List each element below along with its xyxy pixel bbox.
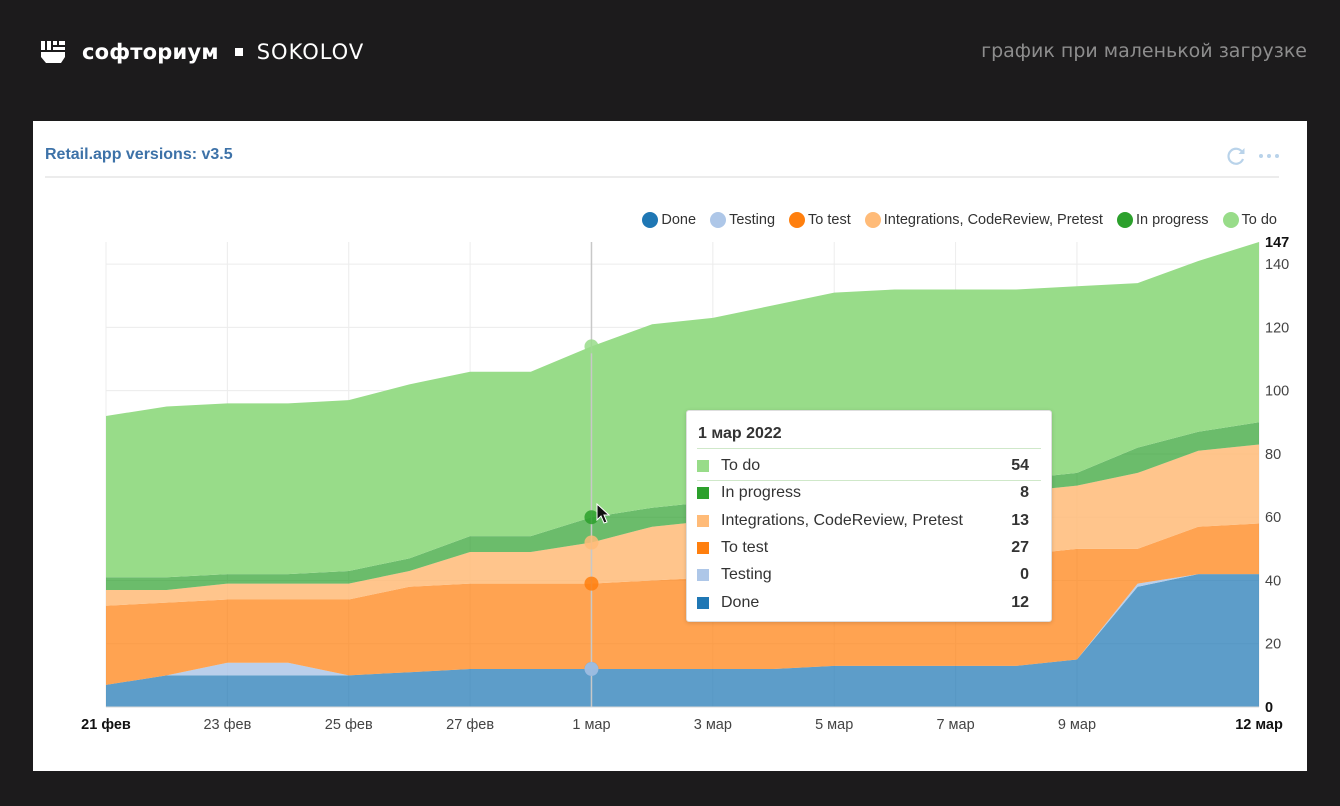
brand-separator — [234, 48, 243, 56]
tooltip-row: Integrations, CodeReview, Pretest 13 — [697, 508, 1029, 534]
tooltip-label: Done — [721, 593, 760, 611]
legend-item[interactable]: To test — [789, 212, 851, 228]
slide-subtitle: график при маленькой загрузке — [981, 40, 1307, 62]
tooltip-value: 27 — [1011, 538, 1029, 556]
y-tick-label: 120 — [1265, 320, 1289, 336]
legend-label: To do — [1241, 212, 1277, 228]
area-to-do[interactable] — [106, 242, 1259, 578]
tooltip-title: 1 мар 2022 — [698, 425, 782, 442]
tooltip-row: Done 12 — [697, 590, 1029, 616]
x-tick-label: 23 фев — [203, 717, 251, 733]
chart-legend: Done Testing To test Integrations, CodeRevi… — [642, 212, 1277, 228]
legend-swatch — [710, 212, 727, 228]
y-tick-label: 140 — [1265, 257, 1289, 273]
legend-label: In progress — [1135, 212, 1209, 228]
tooltip-swatch — [697, 460, 709, 472]
tooltip-swatch — [697, 569, 709, 582]
chart-tooltip: 1 мар 2022 To do 54 In progress 8 Integratio… — [686, 410, 1052, 622]
tooltip-label: Testing — [721, 566, 772, 584]
chart-widget: Retail.app versions: v3.5 Done Testing To … — [33, 121, 1307, 771]
legend-item[interactable]: Testing — [710, 212, 775, 228]
x-tick-label: 1 мар — [572, 717, 610, 733]
tooltip-swatch — [697, 541, 709, 554]
refresh-icon[interactable] — [1225, 145, 1247, 167]
tooltip-label: Integrations, CodeReview, Pretest — [721, 511, 963, 529]
legend-label: Done — [661, 212, 697, 228]
y-tick-label: 100 — [1265, 384, 1289, 400]
fist-icon — [41, 41, 65, 63]
legend-swatch — [1116, 212, 1133, 228]
legend-swatch — [864, 212, 881, 228]
brand-header: софториум SOKOLOV — [40, 38, 364, 66]
tooltip-value: 13 — [1011, 511, 1029, 529]
legend-item[interactable]: Done — [642, 212, 696, 228]
legend-swatch — [642, 212, 659, 228]
more-dots-icon[interactable] — [1257, 145, 1281, 167]
y-tick-label: 80 — [1265, 447, 1281, 463]
tooltip-label: In progress — [721, 484, 802, 502]
x-tick-label: 5 мар — [815, 717, 853, 733]
area-in-progress[interactable] — [106, 422, 1259, 590]
tooltip-row: Testing 0 — [697, 562, 1029, 588]
y-tick-label: 0 — [1265, 700, 1273, 716]
tooltip-row: In progress 8 — [697, 480, 1029, 506]
tooltip-swatch — [697, 514, 709, 527]
x-tick-label: 21 фев — [81, 717, 131, 733]
legend-swatch — [1222, 212, 1239, 228]
widget-title[interactable]: Retail.app versions: v3.5 — [45, 146, 233, 163]
tooltip-value: 8 — [1020, 484, 1029, 502]
y-tick-label: 20 — [1265, 637, 1281, 653]
x-tick-label: 9 мар — [1058, 717, 1096, 733]
tooltip-value: 54 — [1011, 457, 1029, 474]
tooltip-divider — [697, 448, 1041, 449]
mouse-pointer-icon — [596, 503, 611, 524]
hover-marker — [584, 510, 599, 525]
legend-item[interactable]: In progress — [1116, 212, 1209, 228]
tooltip-row: To test 27 — [697, 535, 1029, 561]
area-testing[interactable] — [106, 574, 1259, 685]
tooltip-label: To test — [721, 538, 769, 556]
x-tick-label: 7 мар — [936, 717, 974, 733]
tooltip-divider — [697, 480, 1041, 481]
hover-marker — [584, 576, 599, 591]
x-tick-label: 12 мар — [1235, 717, 1283, 733]
title-divider — [45, 176, 1279, 178]
area-done[interactable] — [106, 574, 1259, 707]
tooltip-swatch — [697, 487, 709, 500]
y-tick-label: 40 — [1265, 573, 1281, 589]
brand-name: софториум — [82, 40, 219, 64]
x-tick-label: 27 фев — [446, 717, 494, 733]
x-tick-label: 25 фев — [325, 717, 373, 733]
tooltip-value: 0 — [1020, 566, 1029, 584]
legend-label: Integrations, CodeReview, Pretest — [883, 212, 1103, 228]
tooltip-swatch — [697, 596, 709, 609]
legend-item[interactable]: To do — [1222, 212, 1277, 228]
hover-marker — [584, 662, 599, 677]
area-integrations-codereview-pretest[interactable] — [106, 444, 1259, 606]
legend-label: To test — [808, 212, 851, 228]
tooltip-row: To do 54 — [697, 453, 1029, 479]
hover-marker — [584, 535, 599, 550]
legend-label: Testing — [729, 212, 776, 228]
y-max-label: 147 — [1265, 235, 1289, 251]
stacked-area-chart: 21 фев 23 фев 25 фев 27 фев 1 мар 3 мар 5 мар 7… — [81, 235, 1289, 733]
partner-name: SOKOLOV — [256, 40, 365, 64]
tooltip-label: To do — [721, 457, 761, 474]
y-tick-label: 60 — [1265, 510, 1281, 526]
legend-item[interactable]: Integrations, CodeReview, Pretest — [864, 212, 1103, 228]
tooltip-value: 12 — [1011, 593, 1029, 611]
x-tick-label: 3 мар — [694, 717, 732, 733]
legend-swatch — [789, 212, 806, 228]
hover-marker — [584, 339, 599, 354]
